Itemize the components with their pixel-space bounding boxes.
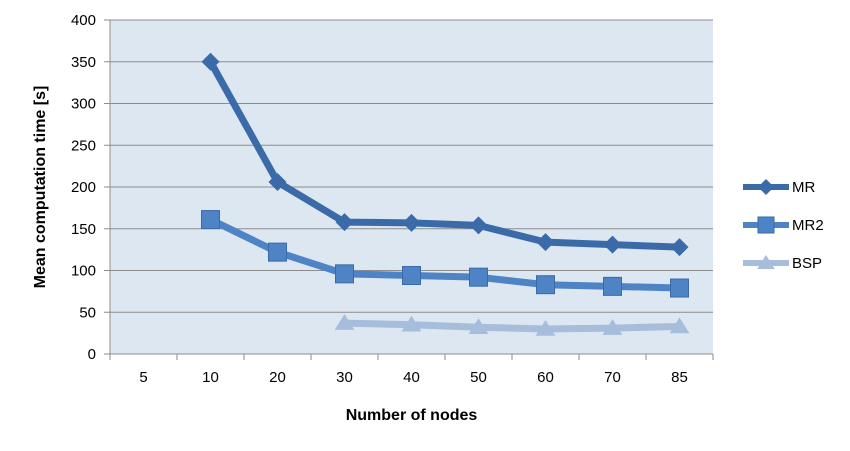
data-point-mr2 xyxy=(670,278,689,298)
x-tick-label: 60 xyxy=(537,369,554,386)
x-axis-title: Number of nodes xyxy=(346,407,478,424)
x-tick-label: 85 xyxy=(671,369,688,386)
y-tick-label: 400 xyxy=(71,12,96,29)
y-tick-label: 300 xyxy=(71,96,96,113)
y-tick-label: 0 xyxy=(88,346,96,363)
y-tick-label: 100 xyxy=(71,263,96,280)
data-point-bsp xyxy=(334,314,355,330)
x-tick-label: 5 xyxy=(139,369,147,386)
x-tick-label: 20 xyxy=(269,369,286,386)
series-line-mr2 xyxy=(207,216,683,292)
data-point-mr xyxy=(469,216,488,235)
y-tick-label: 150 xyxy=(71,221,96,238)
x-tick-label: 50 xyxy=(470,369,487,386)
data-point-mr xyxy=(536,233,555,252)
data-point-mr xyxy=(268,172,287,191)
data-point-mr2 xyxy=(603,276,622,296)
data-point-mr xyxy=(402,213,421,232)
axes xyxy=(104,19,714,360)
data-point-mr2 xyxy=(402,266,421,286)
x-tick-label: 70 xyxy=(604,369,621,386)
data-point-mr2 xyxy=(536,275,555,295)
series-mr2 xyxy=(201,210,689,298)
x-tick-label: 40 xyxy=(403,369,420,386)
series-bsp xyxy=(334,314,690,336)
series-line-bsp xyxy=(341,319,683,333)
data-point-mr xyxy=(335,213,354,232)
y-tick-label: 250 xyxy=(71,137,96,154)
legend-label: MR xyxy=(792,179,815,196)
data-point-bsp xyxy=(468,318,489,335)
legend-marker-mr xyxy=(758,179,774,195)
data-point-mr2 xyxy=(469,267,488,287)
legend-label: BSP xyxy=(792,255,822,272)
legend: MR MR2 BSP xyxy=(743,179,824,272)
y-tick-labels: 0 50 100 150 200 250 300 350 400 xyxy=(71,12,96,363)
x-tick-label: 10 xyxy=(202,369,219,386)
data-point-mr2 xyxy=(201,210,220,230)
series-mr xyxy=(201,52,689,257)
data-point-mr2 xyxy=(335,264,354,284)
data-point-mr xyxy=(603,235,622,254)
data-point-mr2 xyxy=(268,242,287,262)
y-tick-label: 200 xyxy=(71,179,96,196)
legend-marker-mr2 xyxy=(757,216,775,234)
y-tick-label: 50 xyxy=(79,304,96,321)
legend-item-bsp: BSP xyxy=(743,255,822,272)
data-point-bsp xyxy=(401,315,422,332)
legend-label: MR2 xyxy=(792,217,824,234)
data-point-mr xyxy=(670,238,689,257)
legend-item-mr2: MR2 xyxy=(743,216,824,234)
series-group xyxy=(201,52,690,336)
series-line-mr xyxy=(207,58,683,251)
x-tick-label: 30 xyxy=(336,369,353,386)
data-point-bsp xyxy=(602,319,623,335)
data-point-bsp xyxy=(535,319,556,336)
legend-marker-bsp xyxy=(757,255,775,269)
data-point-mr xyxy=(201,52,220,71)
x-tick-labels: 5 10 20 30 40 50 60 70 85 xyxy=(139,369,688,386)
y-axis-title: Mean computation time [s] xyxy=(32,86,49,289)
legend-item-mr: MR xyxy=(743,179,815,196)
data-point-bsp xyxy=(669,317,690,334)
y-tick-label: 350 xyxy=(71,54,96,71)
